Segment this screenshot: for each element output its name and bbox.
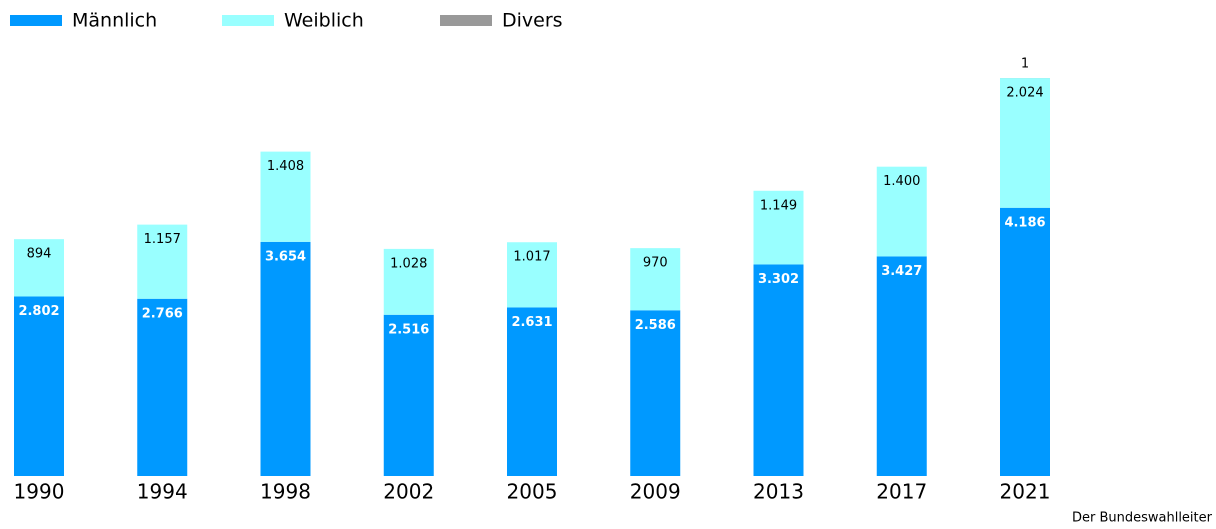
legend-label: Weiblich — [284, 10, 364, 32]
bar-segment — [383, 248, 434, 315]
x-tick-label: 2002 — [383, 480, 434, 504]
x-tick-label: 1998 — [260, 480, 311, 504]
bar-segment — [630, 310, 681, 476]
value-label: 2.516 — [388, 322, 429, 337]
value-label: 1.408 — [267, 159, 304, 174]
x-tick-label: 2009 — [630, 480, 681, 504]
value-label: 1.400 — [883, 174, 920, 189]
bar-segment — [876, 256, 927, 476]
bar-segment — [260, 241, 311, 476]
bar-segment — [507, 307, 557, 476]
value-label: 3.427 — [881, 264, 922, 279]
value-label: 2.766 — [142, 306, 183, 321]
x-tick-label: 1994 — [137, 480, 188, 504]
bar-segment — [14, 296, 64, 476]
value-label: 1.157 — [144, 232, 181, 247]
bar-segment — [753, 264, 804, 476]
bar-segment — [14, 239, 64, 297]
value-label: 1 — [1021, 57, 1029, 72]
legend-swatch — [222, 15, 274, 26]
x-tick-label: 2021 — [1000, 480, 1051, 504]
value-label: 894 — [27, 247, 52, 262]
bar-segment — [753, 190, 804, 265]
value-label: 3.302 — [758, 272, 799, 287]
source: Der Bundeswahlleiter — [1072, 511, 1213, 526]
legend-label: Männlich — [72, 10, 157, 32]
bar-segment — [507, 242, 557, 308]
bar-segment — [876, 166, 927, 257]
value-label: 2.631 — [511, 315, 552, 330]
legend-swatch — [440, 15, 492, 26]
value-label: 2.802 — [18, 304, 59, 319]
x-tick-label: 2013 — [753, 480, 804, 504]
bar-segment — [1000, 207, 1050, 476]
value-label: 4.186 — [1004, 215, 1045, 230]
value-label: 2.024 — [1006, 86, 1043, 101]
value-label: 3.654 — [265, 249, 306, 264]
legend-label: Divers — [502, 10, 563, 32]
x-tick-label: 1990 — [14, 480, 65, 504]
value-label: 1.017 — [513, 250, 550, 265]
value-label: 970 — [643, 256, 668, 271]
x-tick-label: 2017 — [876, 480, 927, 504]
bar-segment — [383, 314, 434, 476]
legend-swatch — [10, 15, 62, 26]
bar-segment — [630, 248, 681, 311]
x-tick-label: 2005 — [507, 480, 558, 504]
bar-segment — [1000, 78, 1050, 208]
value-label: 2.586 — [635, 318, 676, 333]
bar-segment — [137, 224, 188, 299]
bar-segment — [137, 298, 188, 476]
bar-segment — [260, 151, 311, 242]
value-label: 1.149 — [760, 198, 797, 213]
value-label: 1.028 — [390, 256, 427, 271]
